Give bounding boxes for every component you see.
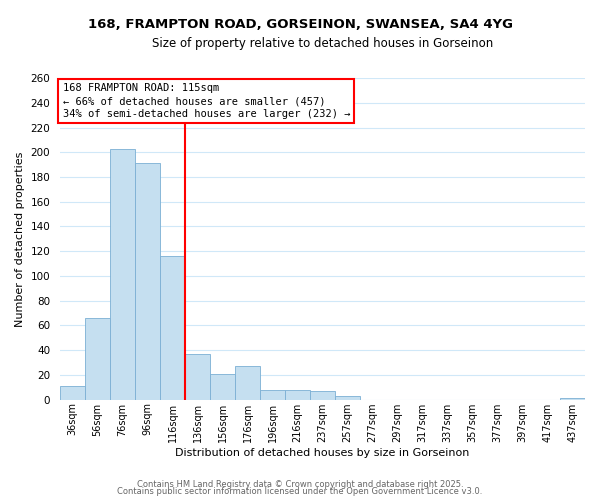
Bar [210, 374, 235, 400]
Bar [260, 390, 285, 400]
Bar [160, 256, 185, 400]
Title: Size of property relative to detached houses in Gorseinon: Size of property relative to detached ho… [152, 38, 493, 51]
Bar [135, 164, 160, 400]
Bar [185, 354, 210, 400]
Y-axis label: Number of detached properties: Number of detached properties [15, 151, 25, 326]
Text: Contains public sector information licensed under the Open Government Licence v3: Contains public sector information licen… [118, 488, 482, 496]
Bar [560, 398, 585, 400]
Bar [85, 318, 110, 400]
Bar [285, 390, 310, 400]
Bar [110, 148, 135, 400]
Bar [60, 386, 85, 400]
Text: 168, FRAMPTON ROAD, GORSEINON, SWANSEA, SA4 4YG: 168, FRAMPTON ROAD, GORSEINON, SWANSEA, … [88, 18, 512, 30]
Bar [310, 391, 335, 400]
X-axis label: Distribution of detached houses by size in Gorseinon: Distribution of detached houses by size … [175, 448, 470, 458]
Bar [235, 366, 260, 400]
Text: Contains HM Land Registry data © Crown copyright and database right 2025.: Contains HM Land Registry data © Crown c… [137, 480, 463, 489]
Bar [335, 396, 360, 400]
Text: 168 FRAMPTON ROAD: 115sqm
← 66% of detached houses are smaller (457)
34% of semi: 168 FRAMPTON ROAD: 115sqm ← 66% of detac… [62, 83, 350, 120]
